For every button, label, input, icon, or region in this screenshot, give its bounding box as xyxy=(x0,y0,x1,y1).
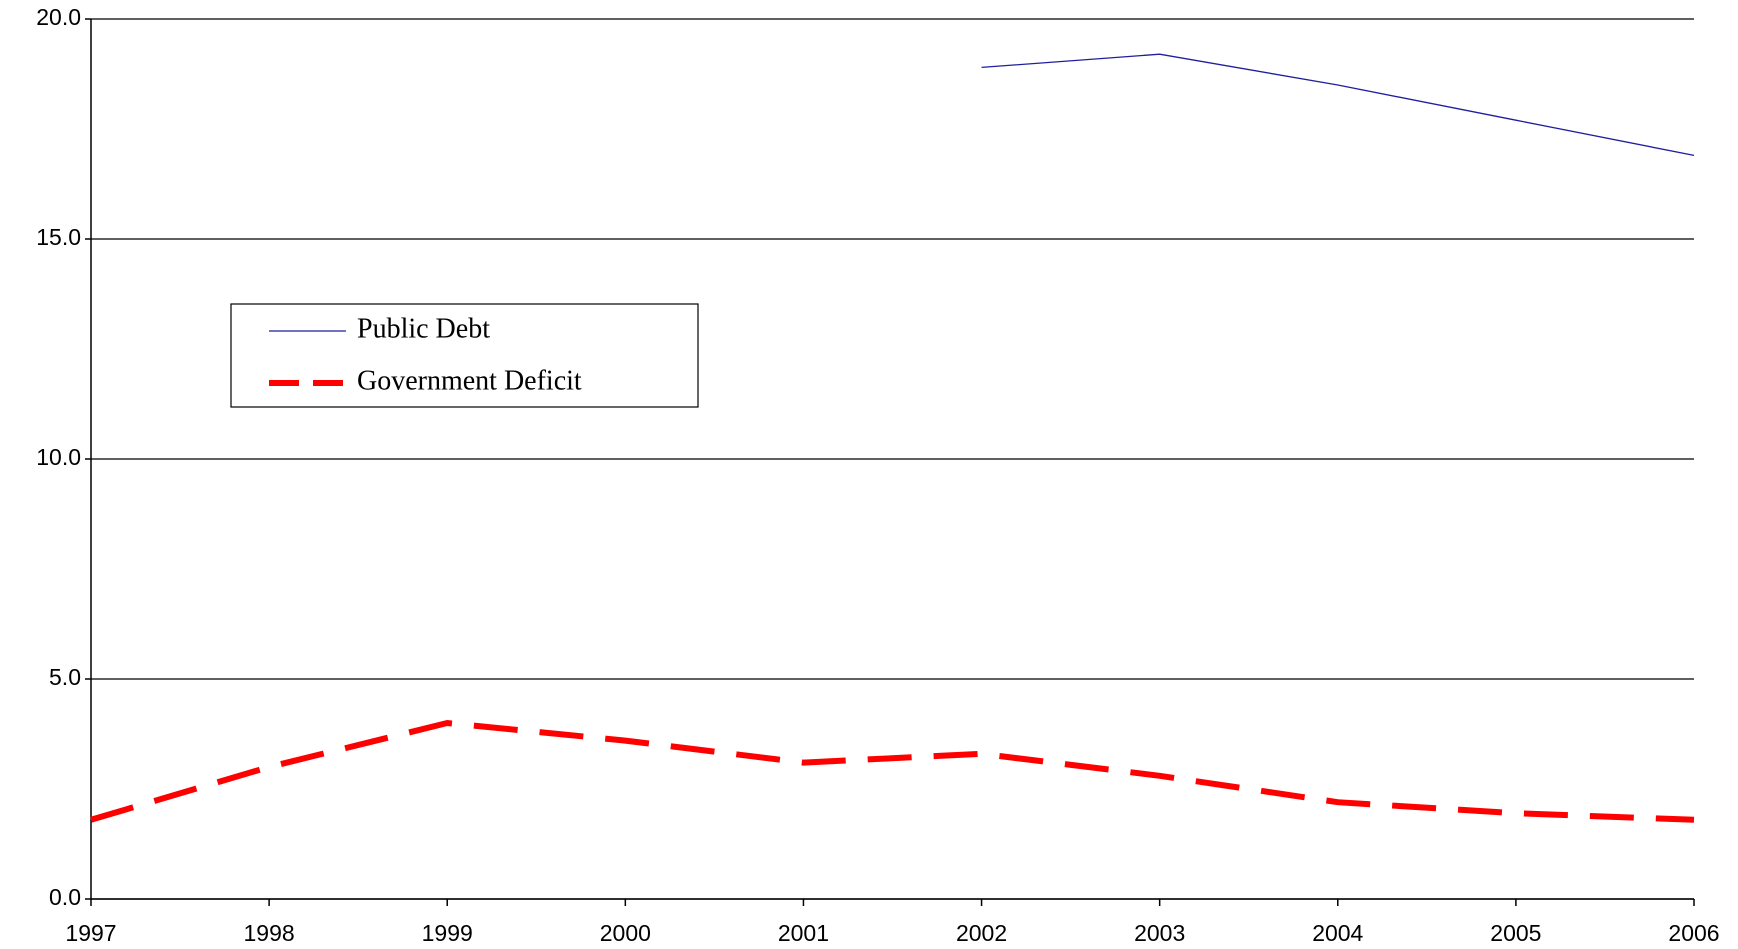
y-tick-label: 20.0 xyxy=(36,4,81,30)
x-tick-label: 1999 xyxy=(422,920,473,946)
y-tick-label: 15.0 xyxy=(36,224,81,250)
legend-label: Public Debt xyxy=(357,313,490,344)
x-tick-label: 1998 xyxy=(244,920,295,946)
y-tick-label: 5.0 xyxy=(49,664,81,690)
x-tick-label: 2002 xyxy=(956,920,1007,946)
x-tick-label: 2004 xyxy=(1312,920,1363,946)
series-line xyxy=(90,719,1695,823)
legend-label: Government Deficit xyxy=(357,365,582,396)
x-tick-label: 2001 xyxy=(778,920,829,946)
legend-box xyxy=(230,303,699,408)
x-tick-label: 2003 xyxy=(1134,920,1185,946)
x-tick-label: 2000 xyxy=(600,920,651,946)
y-tick-label: 10.0 xyxy=(36,444,81,470)
series-line xyxy=(981,53,1695,157)
y-tick-label: 0.0 xyxy=(49,884,81,910)
x-tick-label: 2005 xyxy=(1490,920,1541,946)
x-tick-label: 1997 xyxy=(65,920,116,946)
x-tick-label: 2006 xyxy=(1668,920,1719,946)
